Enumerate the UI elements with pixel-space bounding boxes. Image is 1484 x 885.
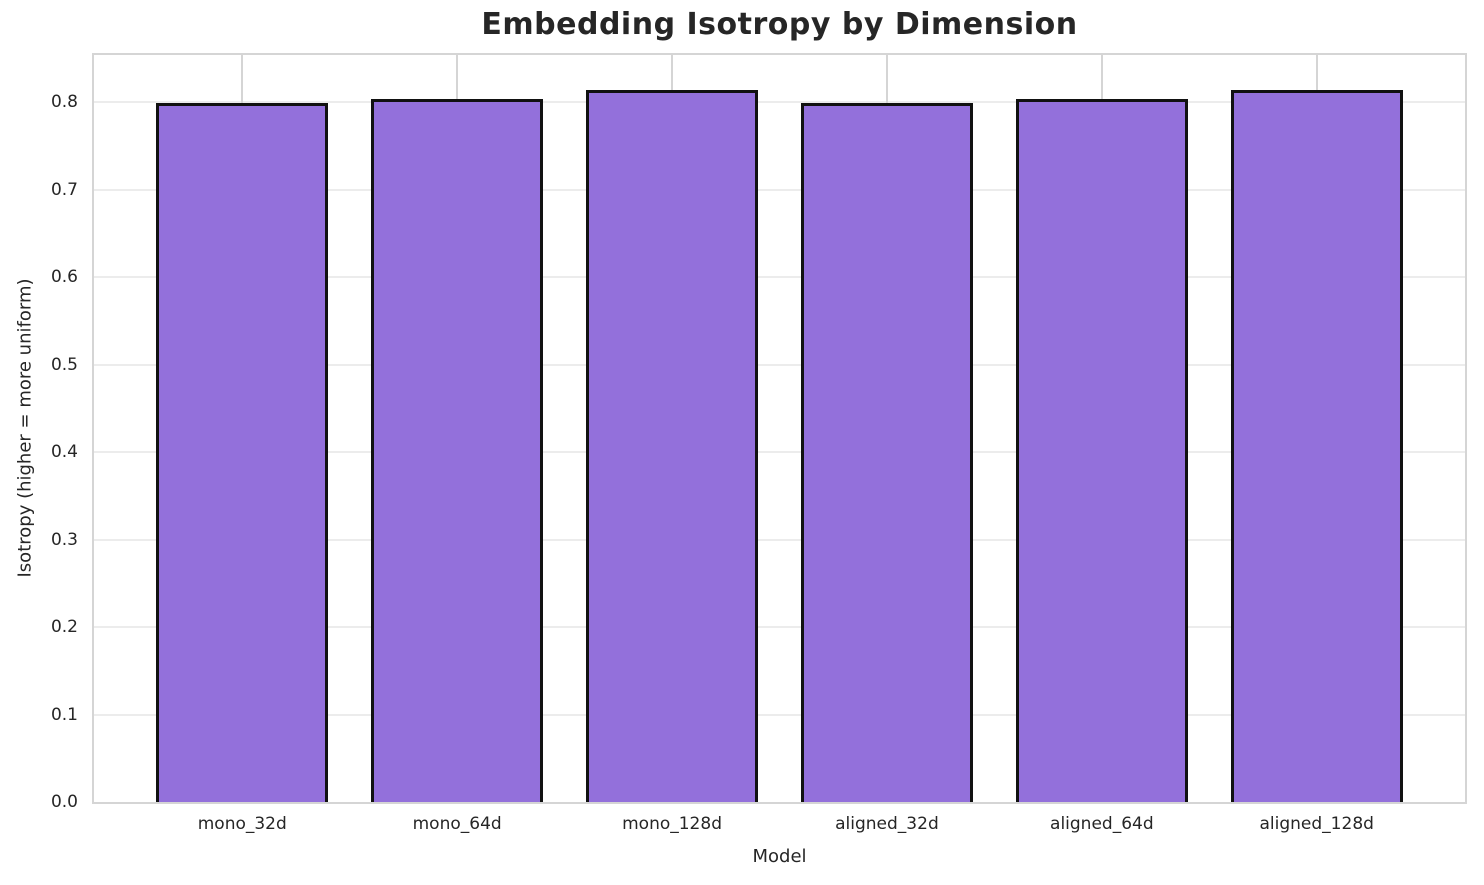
gridline-horizontal — [94, 713, 1465, 716]
x-tick-label: aligned_128d — [1259, 814, 1374, 834]
x-tick-label: mono_32d — [197, 814, 287, 834]
gridline-horizontal — [94, 538, 1465, 541]
chart-title: Embedding Isotropy by Dimension — [481, 7, 1078, 42]
x-tick-label: aligned_32d — [835, 814, 939, 834]
x-tick-label: mono_64d — [412, 814, 502, 834]
y-tick-label: 0.7 — [50, 179, 78, 200]
bar-aligned_64d — [1015, 98, 1188, 802]
gridline-horizontal — [94, 188, 1465, 191]
bar-aligned_32d — [800, 103, 973, 802]
bar-mono_128d — [586, 90, 758, 802]
y-tick-label: 0.4 — [50, 442, 78, 463]
gridline-horizontal — [94, 363, 1465, 366]
bar-mono_64d — [371, 98, 544, 802]
gridline-horizontal — [94, 626, 1465, 629]
gridline-horizontal — [94, 451, 1465, 454]
y-tick-label: 0.0 — [50, 792, 78, 812]
gridline-horizontal — [94, 101, 1465, 104]
y-tick-label: 0.3 — [50, 529, 78, 550]
y-tick-label: 0.8 — [50, 92, 78, 113]
y-tick-label: 0.2 — [50, 617, 78, 638]
x-axis-label: Model — [752, 846, 807, 867]
x-tick-label: mono_128d — [622, 814, 722, 834]
y-tick-label: 0.5 — [50, 354, 78, 375]
y-tick-label: 0.6 — [50, 267, 78, 288]
y-tick-label: 0.1 — [50, 704, 78, 725]
x-tick-label: aligned_64d — [1050, 814, 1154, 834]
bar-mono_32d — [156, 103, 329, 802]
bar-aligned_128d — [1230, 90, 1403, 802]
gridline-horizontal — [94, 276, 1465, 279]
plot-area — [92, 53, 1467, 804]
